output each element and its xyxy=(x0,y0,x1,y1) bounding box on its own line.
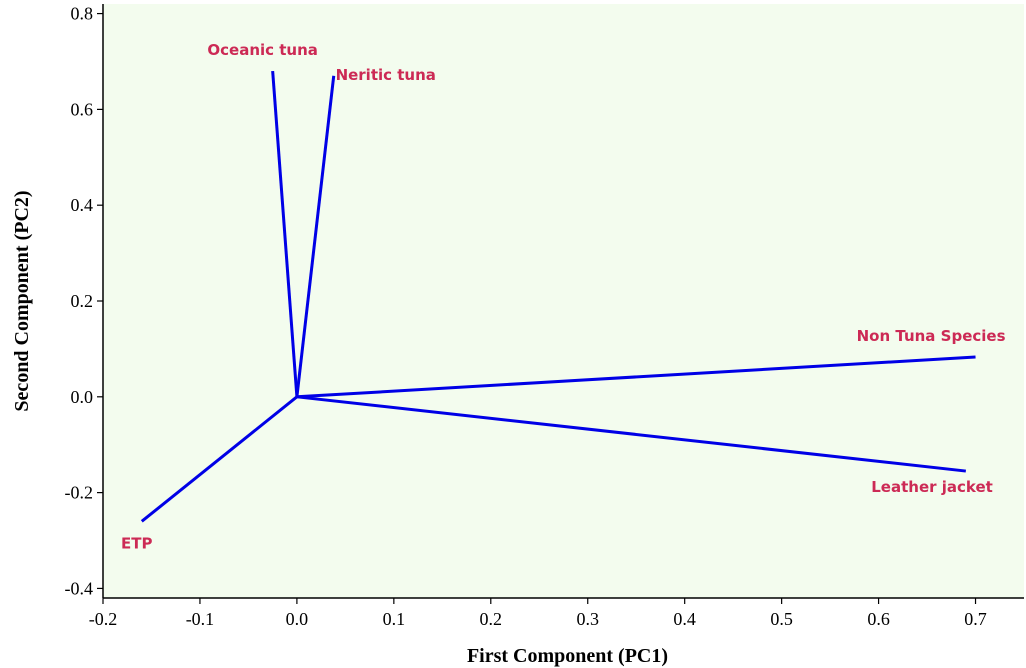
y-tick-label: -0.2 xyxy=(65,483,94,503)
y-tick-label: 0.2 xyxy=(71,291,94,311)
y-tick-label: 0.6 xyxy=(71,99,94,119)
label-neritic-tuna: Neritic tuna xyxy=(336,66,436,84)
y-tick-label: -0.4 xyxy=(65,578,94,598)
y-tick-label: 0.8 xyxy=(71,4,94,24)
x-tick-label: 0.6 xyxy=(867,609,890,629)
x-tick-label: 0.7 xyxy=(964,609,987,629)
label-non-tuna-species: Non Tuna Species xyxy=(857,327,1006,345)
label-oceanic-tuna: Oceanic tuna xyxy=(207,41,318,59)
y-tick-label: 0.4 xyxy=(71,195,94,215)
loading-labels: Oceanic tuna Neritic tuna Non Tuna Species… xyxy=(121,41,1006,552)
x-tick-label: 0.1 xyxy=(383,609,406,629)
x-tick-label: -0.1 xyxy=(186,609,215,629)
x-tick-label: -0.2 xyxy=(89,609,118,629)
vector-non-tuna-species xyxy=(296,355,976,399)
loading-vectors xyxy=(140,70,976,523)
x-tick-label: 0.3 xyxy=(576,609,599,629)
vector-neritic-tuna xyxy=(295,75,336,397)
x-tick-label: 0.4 xyxy=(673,609,696,629)
vector-etp xyxy=(140,395,298,523)
y-tick-label: 0.0 xyxy=(71,387,94,407)
x-tick-label: 0.5 xyxy=(770,609,793,629)
x-tick-label: 0.0 xyxy=(286,609,309,629)
vector-leather-jacket xyxy=(296,395,966,473)
label-etp: ETP xyxy=(121,534,152,552)
plot-area xyxy=(103,4,1024,598)
axis-ticks: -0.2 -0.1 0.0 0.1 0.2 0.3 0.4 0.5 0.6 0.7 -0.4 -0.2… xyxy=(65,4,987,629)
label-leather-jacket: Leather jacket xyxy=(871,478,993,496)
x-axis-title: First Component (PC1) xyxy=(467,645,668,667)
x-tick-label: 0.2 xyxy=(480,609,503,629)
y-axis-title: Second Component (PC2) xyxy=(11,190,33,411)
vector-oceanic-tuna xyxy=(271,70,299,397)
